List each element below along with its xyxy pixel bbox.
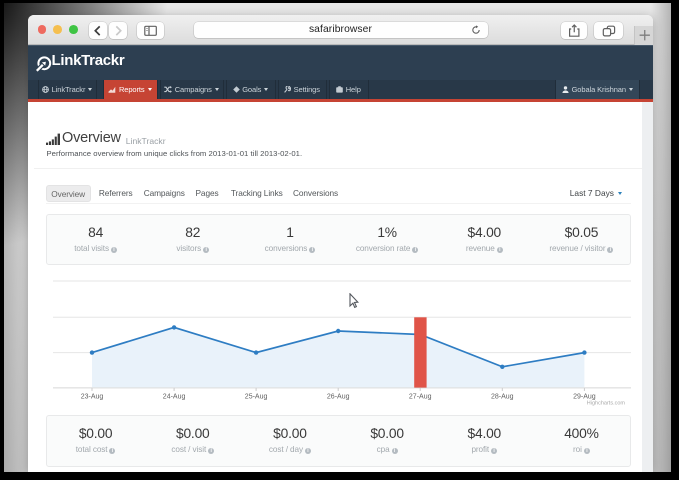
svg-text:29-Aug: 29-Aug — [573, 393, 596, 400]
svg-text:24-Aug: 24-Aug — [163, 393, 186, 400]
svg-text:23-Aug: 23-Aug — [81, 393, 104, 400]
svg-text:Highcharts.com: Highcharts.com — [587, 400, 626, 406]
svg-text:27-Aug: 27-Aug — [409, 393, 432, 400]
svg-text:28-Aug: 28-Aug — [491, 393, 514, 400]
svg-text:26-Aug: 26-Aug — [327, 393, 350, 400]
svg-text:25-Aug: 25-Aug — [245, 393, 268, 400]
